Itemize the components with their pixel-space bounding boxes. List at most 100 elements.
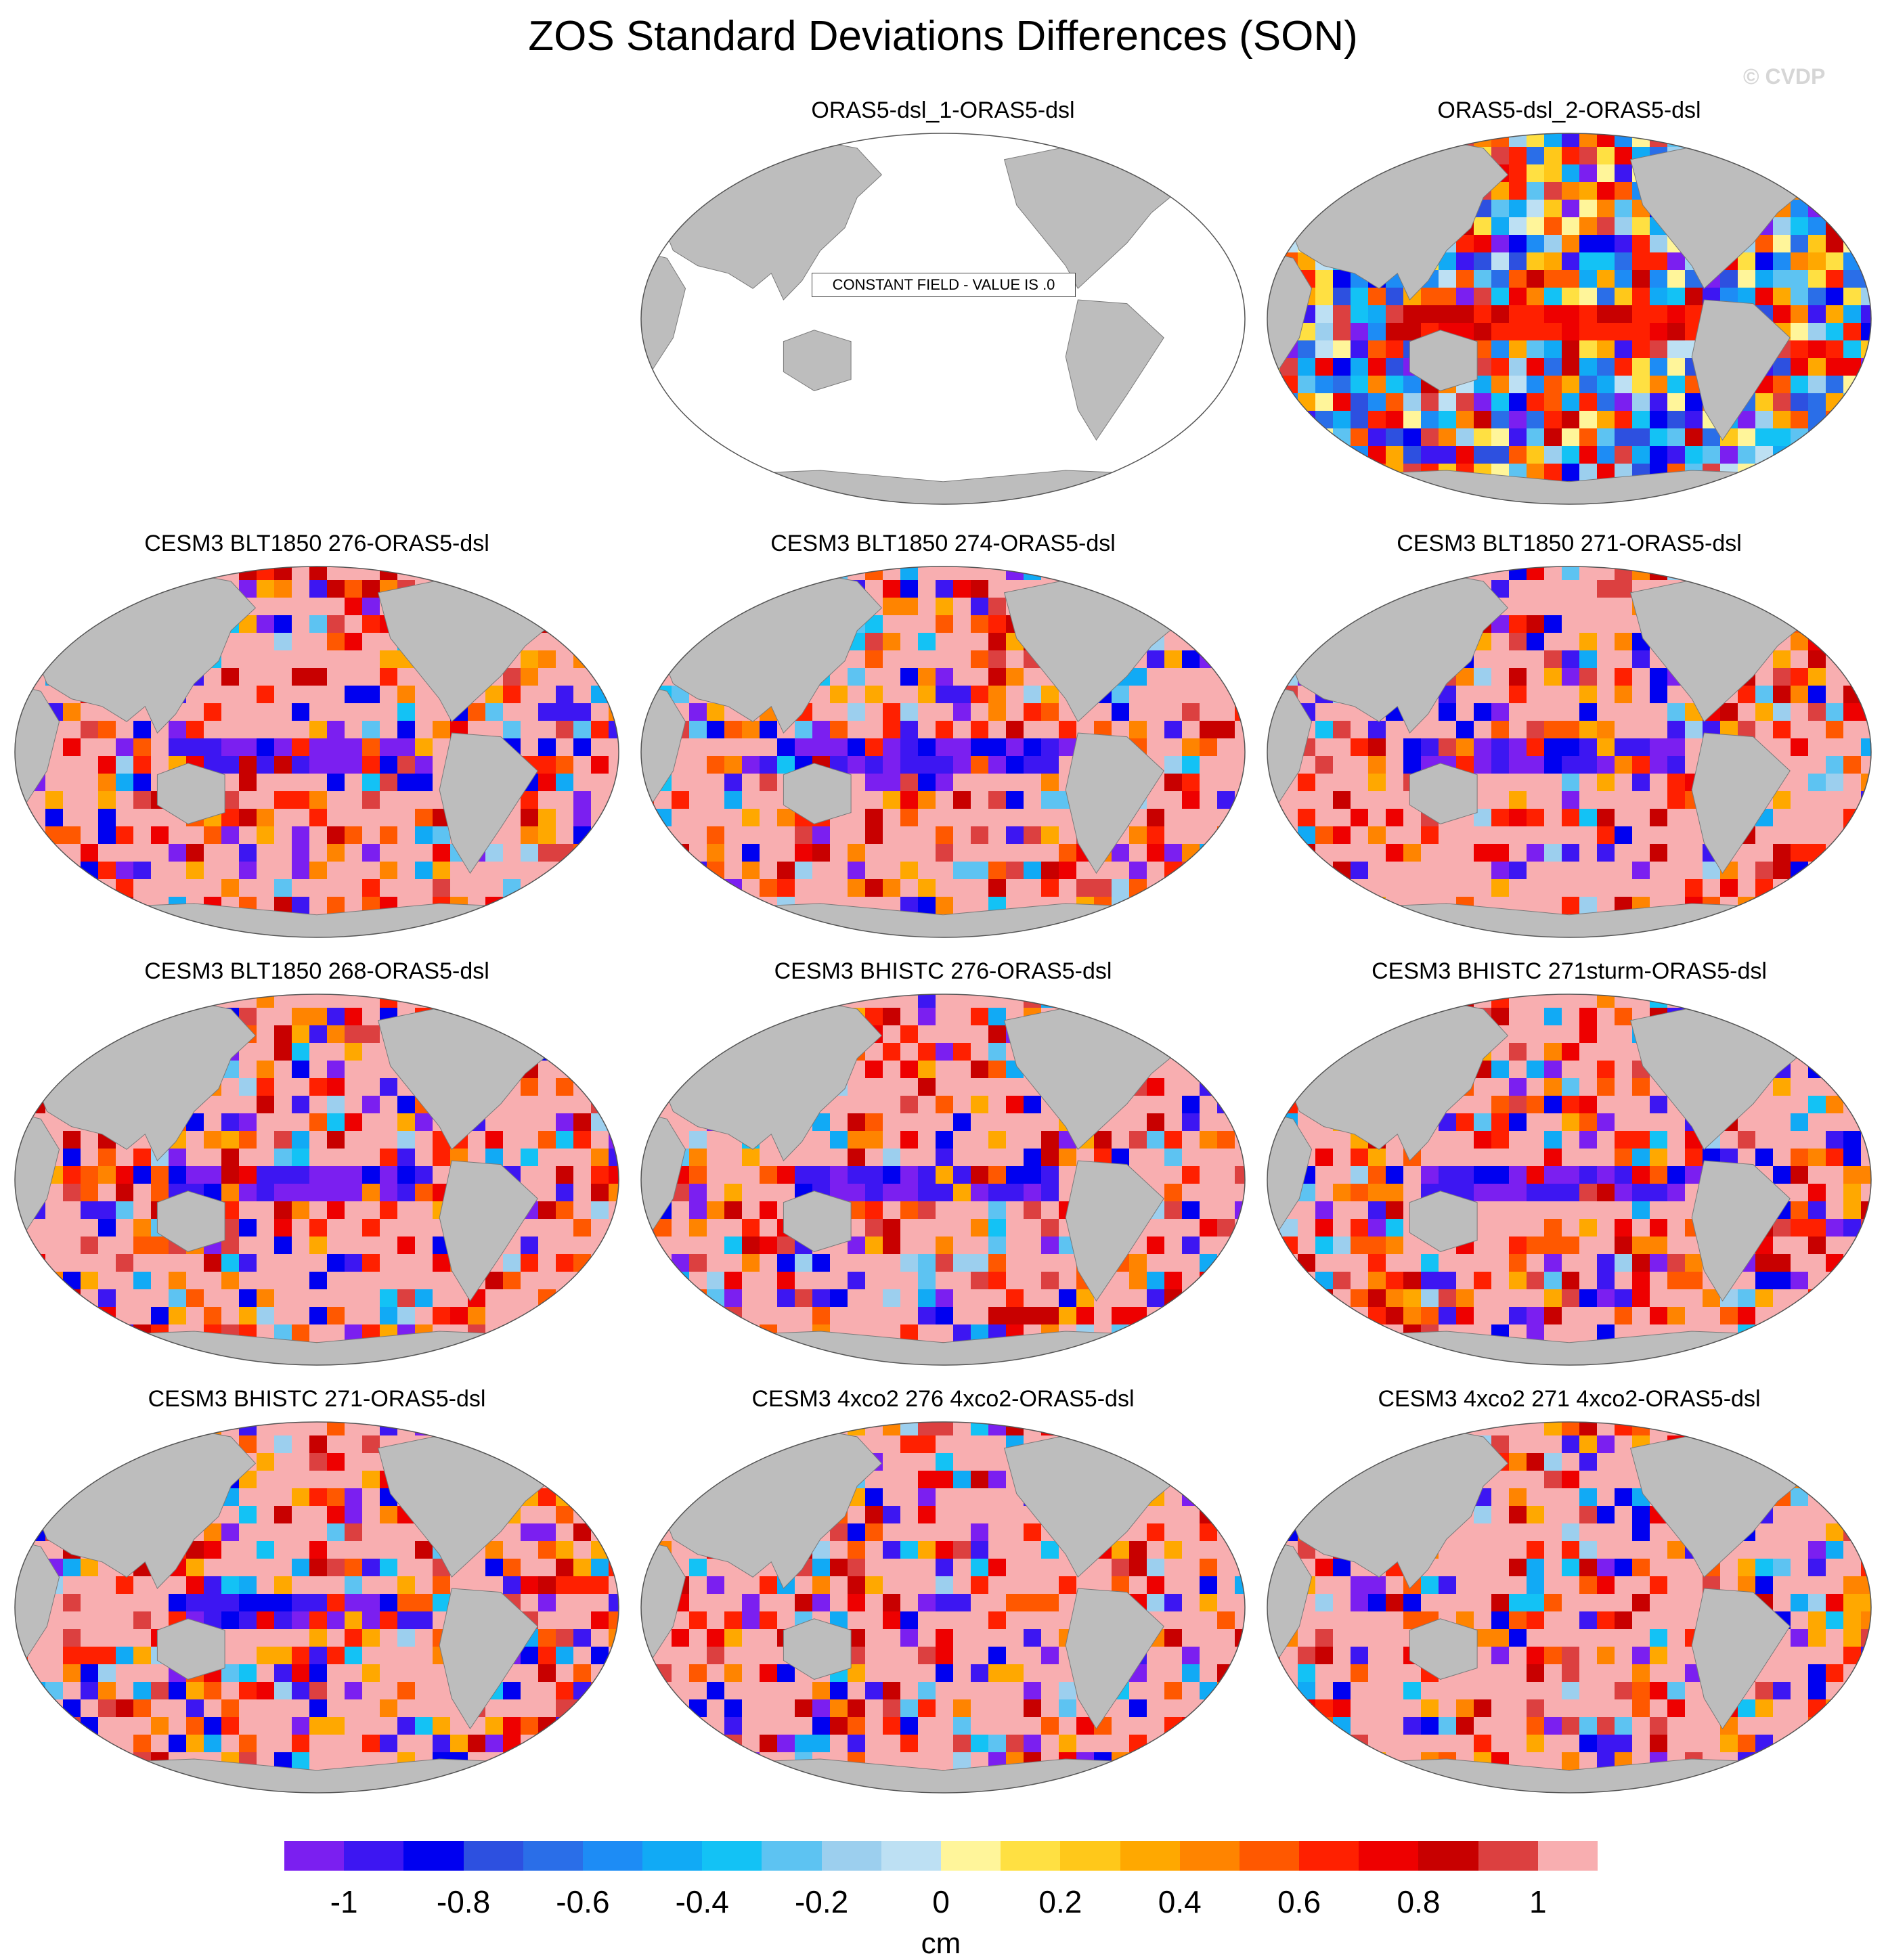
field-cell — [1351, 1647, 1368, 1664]
field-cell — [812, 1307, 830, 1324]
field-cell — [1129, 1752, 1147, 1770]
field-cell — [380, 1307, 397, 1324]
field-cell — [1597, 1078, 1615, 1096]
field-cell — [1112, 1435, 1129, 1453]
field-cell — [591, 1360, 609, 1365]
field-cell — [1386, 376, 1403, 393]
field-cell — [556, 1078, 573, 1096]
field-cell — [362, 1664, 380, 1682]
field-cell — [81, 1166, 98, 1184]
field-cell — [15, 809, 28, 826]
field-cell — [1826, 1131, 1843, 1149]
field-cell — [1615, 446, 1632, 464]
field-cell — [988, 703, 1006, 721]
field-cell — [1280, 1717, 1298, 1735]
field-cell — [1200, 1289, 1217, 1307]
field-cell — [918, 1184, 936, 1201]
field-cell — [1474, 428, 1491, 446]
land-mass — [1267, 1538, 1313, 1665]
field-cell — [1267, 1717, 1280, 1735]
field-cell — [1421, 1717, 1439, 1735]
field-cell — [63, 1272, 81, 1289]
field-cell — [133, 721, 151, 738]
field-cell — [1298, 1471, 1315, 1488]
field-cell — [1474, 1506, 1491, 1523]
field-cell — [521, 932, 538, 937]
field-cell — [1315, 1342, 1333, 1360]
field-cell — [953, 580, 971, 598]
field-cell — [1474, 1699, 1491, 1717]
field-cell — [309, 1166, 327, 1184]
field-cell — [239, 1576, 257, 1594]
field-cell — [1738, 288, 1755, 305]
field-cell — [742, 1254, 760, 1272]
field-cell — [1773, 288, 1791, 305]
field-cell — [865, 686, 883, 703]
field-cell — [936, 1254, 953, 1272]
field-cell — [1632, 1184, 1650, 1201]
field-cell — [63, 1184, 81, 1201]
map-outline — [1267, 133, 1872, 505]
field-cell — [1200, 1576, 1217, 1594]
field-cell — [1333, 1770, 1351, 1787]
field-cell — [1474, 217, 1491, 235]
field-cell — [1667, 1254, 1685, 1272]
field-cell — [1315, 1008, 1333, 1025]
field-cell — [1421, 1166, 1439, 1184]
field-cell — [1182, 566, 1200, 580]
field-cell — [397, 1682, 415, 1699]
field-cell — [1298, 499, 1315, 504]
field-cell — [292, 1664, 309, 1682]
field-cell — [1773, 235, 1791, 252]
field-cell — [1403, 411, 1421, 428]
field-cell — [1182, 1043, 1200, 1061]
field-cell — [327, 1166, 345, 1184]
field-cell — [309, 1307, 327, 1324]
field-cell — [1491, 862, 1509, 879]
field-cell — [918, 1488, 936, 1506]
field-cell — [1041, 756, 1059, 774]
watermark: © CVDP — [1743, 64, 1826, 89]
field-cell — [1843, 1061, 1861, 1078]
field-cell — [1024, 1149, 1041, 1166]
field-cell — [380, 1699, 397, 1717]
field-cell — [1738, 1576, 1755, 1594]
field-cell — [1562, 323, 1579, 340]
field-cell — [450, 566, 468, 580]
field-cell — [327, 1506, 345, 1523]
field-cell — [1456, 252, 1474, 270]
field-cell — [591, 1576, 609, 1594]
field-cell — [591, 686, 609, 703]
field-cell — [63, 914, 81, 932]
field-cell — [1509, 164, 1527, 182]
land-mass — [1409, 1190, 1478, 1252]
field-cell — [988, 1422, 1006, 1435]
field-cell — [133, 580, 151, 598]
field-cell — [450, 1422, 468, 1435]
field-cell — [274, 1184, 292, 1201]
field-cell — [239, 738, 257, 756]
field-cell — [1667, 411, 1685, 428]
field-cell — [63, 994, 81, 1008]
field-cell — [1703, 1787, 1720, 1793]
field-cell — [1041, 879, 1059, 897]
land-mass — [641, 1111, 686, 1237]
field-cell — [573, 1061, 591, 1078]
field-cell — [1579, 1435, 1597, 1453]
field-cell — [689, 1699, 707, 1717]
field-cell — [468, 994, 485, 1008]
field-cell — [1474, 1113, 1491, 1131]
field-cell — [1200, 1752, 1217, 1770]
field-cell — [591, 1471, 609, 1488]
field-cell — [1351, 133, 1368, 147]
field-cell — [1615, 668, 1632, 686]
field-cell — [1826, 615, 1843, 633]
field-cell — [609, 914, 619, 932]
field-cell — [1544, 1096, 1562, 1113]
field-cell — [777, 879, 795, 897]
field-cell — [1439, 1307, 1456, 1324]
field-cell — [777, 1166, 795, 1184]
field-cell — [1164, 879, 1182, 897]
field-cell — [689, 566, 707, 580]
field-cell — [1315, 270, 1333, 288]
